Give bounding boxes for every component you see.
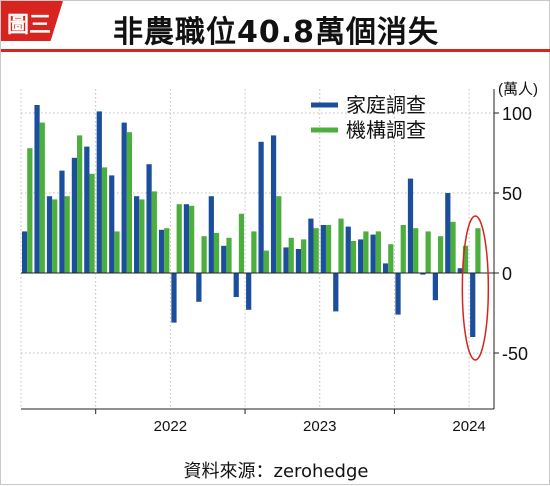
bar-household bbox=[34, 105, 40, 273]
bar-household bbox=[96, 111, 102, 274]
title-divider bbox=[1, 49, 550, 52]
bar-household bbox=[295, 249, 302, 273]
bar-establishment bbox=[338, 218, 344, 273]
bar-establishment bbox=[77, 135, 83, 273]
y-tick-label: 100 bbox=[502, 104, 532, 124]
x-tick-label: 2022 bbox=[154, 418, 187, 435]
chart-title: 非農職位40.8萬個消失 bbox=[112, 15, 440, 50]
bar-establishment bbox=[288, 237, 294, 273]
bar-household bbox=[109, 175, 115, 273]
bar-household bbox=[134, 196, 140, 273]
bar-household bbox=[258, 141, 264, 273]
bar-establishment bbox=[437, 236, 444, 273]
bar-household bbox=[283, 247, 289, 273]
bar-establishment bbox=[301, 239, 307, 273]
bar-household bbox=[71, 157, 78, 273]
x-tick-label: 2024 bbox=[452, 418, 485, 435]
ticks: 100 50 0 -50 (萬人) 2022 2023 2024 bbox=[95, 81, 538, 435]
y-tick-label: 0 bbox=[502, 264, 512, 284]
bar-establishment bbox=[213, 233, 220, 273]
bar-establishment bbox=[114, 231, 120, 273]
bar-establishment bbox=[363, 231, 369, 273]
bar-establishment bbox=[39, 122, 45, 273]
bar-household bbox=[84, 146, 90, 273]
bar-household bbox=[46, 196, 53, 273]
bars bbox=[21, 105, 481, 337]
bar-establishment bbox=[126, 132, 133, 273]
bar-household bbox=[445, 193, 451, 273]
bar-household bbox=[233, 273, 239, 297]
bar-household bbox=[345, 226, 351, 273]
bar-household bbox=[320, 225, 326, 273]
bar-household bbox=[308, 218, 314, 273]
bar-household bbox=[457, 268, 463, 273]
x-tick-label: 2023 bbox=[303, 418, 336, 435]
y-unit-label: (萬人) bbox=[498, 81, 538, 98]
bar-household bbox=[420, 273, 426, 275]
bar-establishment bbox=[52, 199, 58, 273]
bar-household bbox=[208, 196, 214, 273]
legend-label: 機構調查 bbox=[346, 119, 426, 142]
bar-establishment bbox=[350, 241, 357, 273]
bar-establishment bbox=[139, 199, 145, 273]
bar-establishment bbox=[27, 148, 33, 273]
bar-establishment bbox=[388, 244, 394, 273]
bar-establishment bbox=[251, 231, 257, 273]
bar-household bbox=[432, 273, 438, 301]
bar-establishment bbox=[176, 204, 182, 273]
bar-household bbox=[146, 164, 152, 273]
legend-label: 家庭調查 bbox=[346, 94, 426, 117]
bar-establishment bbox=[325, 225, 332, 273]
source-note: 資料來源：zerohedge bbox=[183, 461, 369, 482]
y-tick-label: -50 bbox=[502, 344, 528, 364]
bar-household bbox=[358, 239, 364, 273]
bar-household bbox=[333, 273, 339, 312]
y-tick-label: 50 bbox=[502, 184, 522, 204]
bar-household bbox=[270, 135, 277, 273]
bar-establishment bbox=[313, 228, 319, 273]
bar-household bbox=[246, 273, 252, 310]
bar-establishment bbox=[263, 250, 269, 273]
bar-establishment bbox=[226, 237, 232, 273]
bar-household bbox=[382, 263, 389, 273]
bar-household bbox=[470, 273, 476, 337]
axes bbox=[21, 89, 495, 410]
bar-establishment bbox=[276, 196, 282, 273]
bar-establishment bbox=[413, 228, 419, 273]
bar-establishment bbox=[89, 173, 95, 273]
bar-establishment bbox=[400, 225, 406, 273]
bar-household bbox=[121, 122, 127, 273]
bar-establishment bbox=[475, 228, 481, 273]
bar-household bbox=[221, 245, 227, 273]
bar-establishment bbox=[64, 196, 70, 273]
bar-establishment bbox=[189, 205, 195, 273]
bar-establishment bbox=[425, 231, 431, 273]
bar-household bbox=[395, 273, 401, 315]
bar-household bbox=[196, 273, 202, 302]
bar-establishment bbox=[450, 221, 456, 273]
bar-establishment bbox=[164, 228, 170, 273]
bar-establishment bbox=[151, 191, 157, 273]
title-bar: 非農職位40.8萬個消失 圖三 bbox=[1, 1, 550, 50]
bar-household bbox=[59, 170, 65, 273]
highlight-circle bbox=[461, 215, 490, 361]
bar-establishment bbox=[101, 167, 108, 273]
bar-household bbox=[171, 273, 177, 323]
bar-household bbox=[21, 231, 28, 273]
bar-household bbox=[370, 234, 376, 273]
bar-household bbox=[158, 229, 165, 273]
bar-establishment bbox=[201, 236, 207, 273]
bar-household bbox=[407, 178, 414, 273]
figure-badge-label: 圖三 bbox=[7, 13, 52, 38]
bar-establishment bbox=[375, 231, 381, 273]
bar-establishment bbox=[238, 213, 245, 273]
bar-household bbox=[183, 204, 190, 273]
bar-establishment bbox=[462, 245, 469, 273]
